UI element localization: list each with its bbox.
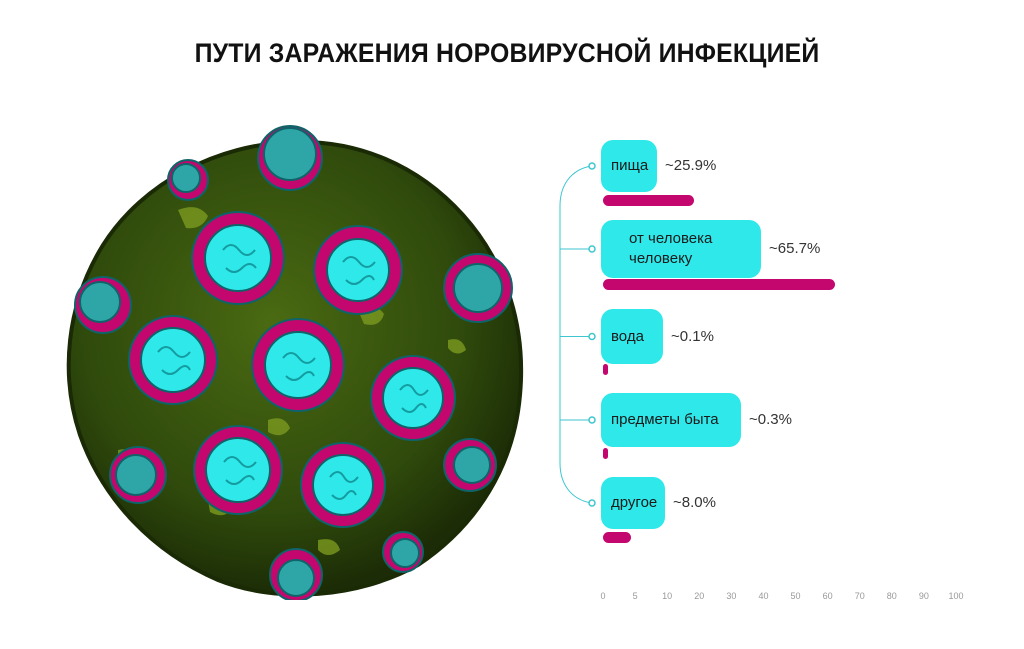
connector-dot [588, 162, 596, 170]
x-tick-label: 60 [822, 591, 833, 601]
category-label-line: пища [611, 157, 649, 174]
x-tick-label: 40 [758, 591, 769, 601]
bar [603, 532, 632, 543]
category-label-line: вода [611, 327, 644, 345]
category-label: пища [601, 140, 657, 192]
category-label-line: от человека [629, 230, 713, 247]
category-label-line: другое [611, 494, 658, 511]
category-label-line: человеку [629, 250, 693, 267]
x-tick-label: 20 [694, 591, 705, 601]
chart-title: ПУТИ ЗАРАЖЕНИЯ НОРОВИРУСНОЙ ИНФЕКЦИЕЙ [194, 38, 820, 68]
value-label: ~0.1% [671, 327, 714, 345]
bar [603, 195, 695, 206]
category-label: предметы быта [601, 393, 741, 447]
x-tick-label: 70 [854, 591, 865, 601]
value-label: ~25.9% [665, 157, 717, 174]
category-label: от человека человеку [601, 220, 761, 278]
connector-lines [559, 162, 596, 507]
category-label: вода [601, 309, 663, 364]
x-tick-label: 0 [600, 591, 606, 601]
category-label: другое [601, 477, 665, 529]
value-label: ~0.3% [749, 411, 792, 428]
connector-dot [588, 499, 596, 507]
connector-dot [588, 416, 596, 424]
connector-dot [588, 332, 596, 341]
norovirus-illustration [66, 125, 524, 600]
x-tick-label: 100 [948, 591, 964, 601]
bar [603, 448, 608, 459]
connector-spine [559, 165, 592, 504]
category-label-line: предметы быта [611, 411, 719, 428]
bar [603, 279, 835, 290]
connector-dot [588, 245, 596, 253]
x-tick-label: 30 [726, 591, 737, 601]
bar [603, 364, 608, 375]
x-tick-label: 5 [632, 591, 638, 601]
x-tick-label: 80 [886, 591, 897, 601]
x-tick-label: 50 [790, 591, 801, 601]
x-tick-label: 90 [918, 591, 929, 601]
x-tick-label: 10 [662, 591, 673, 601]
value-label: ~8.0% [673, 494, 716, 511]
value-label: ~65.7% [769, 240, 821, 257]
